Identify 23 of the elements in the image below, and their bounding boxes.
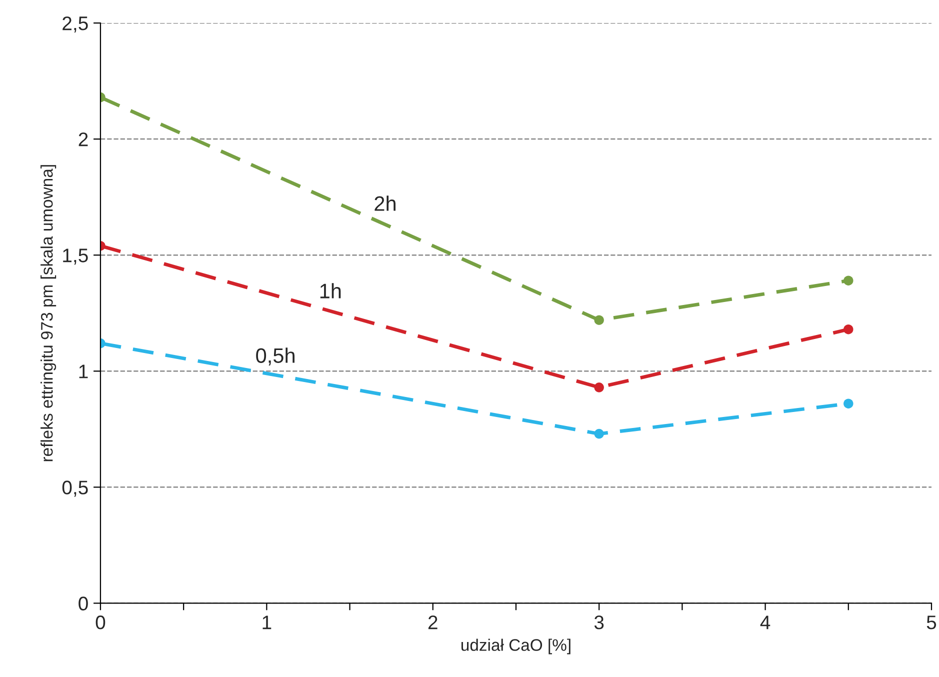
x-tick-label: 1	[262, 616, 272, 630]
series-label: 1h	[320, 283, 341, 298]
y-tick-label: 2	[78, 132, 88, 146]
point	[594, 315, 604, 325]
x-tick-label: 0	[96, 616, 106, 630]
x-tick-label: 4	[760, 616, 770, 630]
x-tick-label: 3	[594, 616, 604, 630]
y-tick-label: 0	[78, 596, 88, 610]
point	[594, 428, 604, 439]
x-tick-label: 5	[926, 616, 936, 630]
y-tick-label: 1,5	[63, 248, 88, 265]
point	[844, 324, 854, 334]
y-tick-label: 1	[79, 364, 88, 378]
y-tick-label: 2,5	[62, 16, 88, 33]
series-label: 2h	[374, 196, 396, 211]
x-tick-label: 2	[428, 616, 438, 630]
point	[594, 382, 604, 392]
x-axis-title: udział CaO [%]	[461, 638, 570, 654]
y-tick-label: 0,5	[62, 480, 88, 497]
point	[844, 398, 854, 408]
y-axis-title: refleks ettringitu 973 pm [skala umowna]	[40, 165, 56, 462]
point	[844, 276, 854, 286]
series-label: 0,5h	[256, 348, 294, 366]
